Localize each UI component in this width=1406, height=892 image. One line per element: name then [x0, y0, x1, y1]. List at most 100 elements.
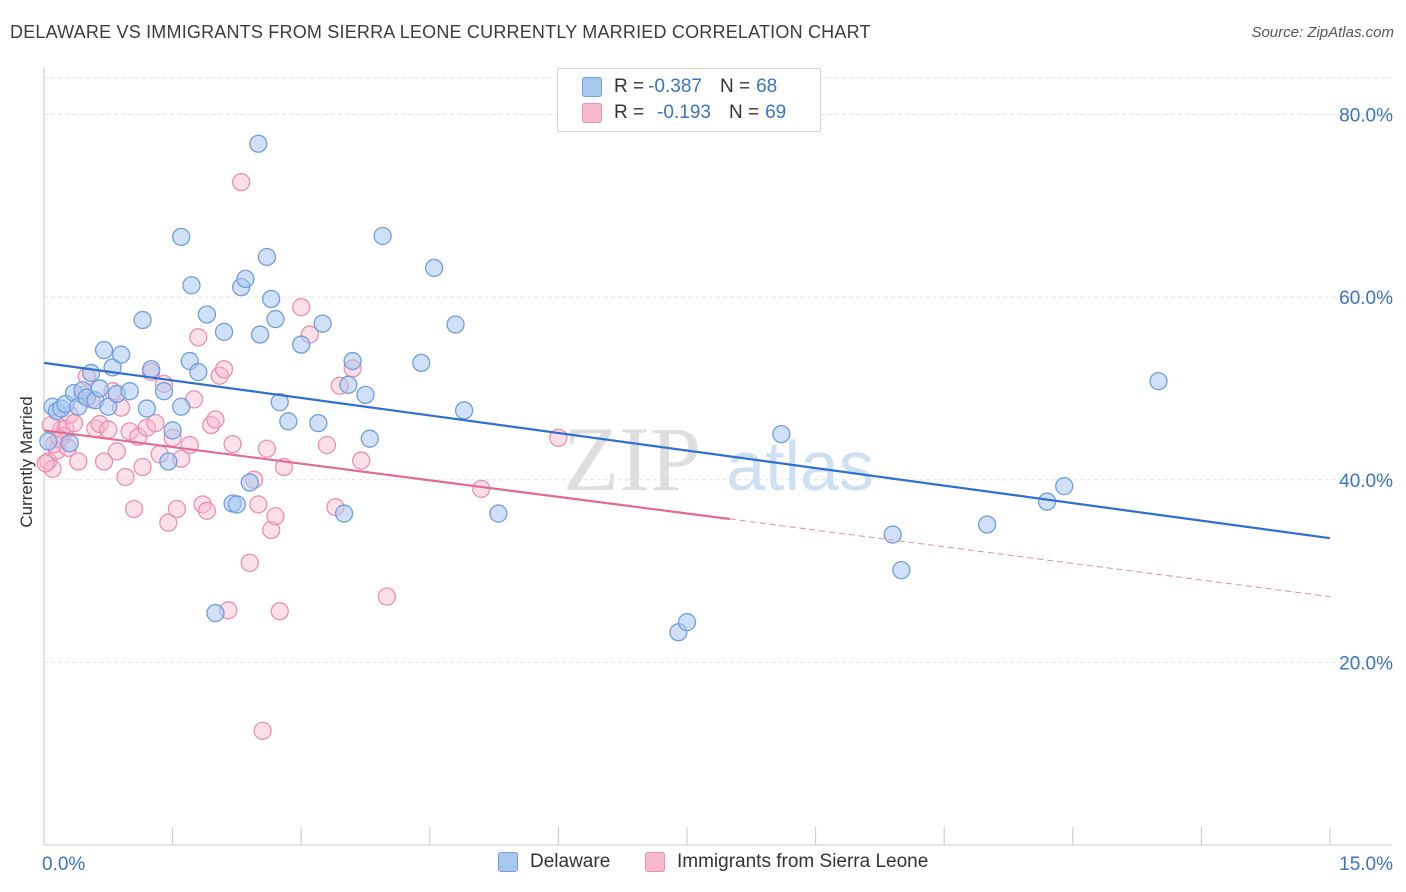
sierra-leone-point	[270, 602, 289, 621]
legend-row-delaware: R = -0.387 N = 68	[582, 74, 777, 100]
sierra-leone-point	[266, 507, 285, 526]
delaware-point	[677, 613, 697, 632]
delaware-point	[489, 504, 508, 523]
sierra-leone-point	[262, 520, 281, 540]
chart-title: DELAWARE VS IMMIGRANTS FROM SIERRA LEONE…	[10, 22, 871, 42]
r-label: R =	[614, 102, 645, 123]
n-value: 69	[765, 102, 787, 123]
delaware-point	[236, 269, 255, 289]
delaware-swatch	[582, 77, 602, 97]
legend-label-delaware: Delaware	[530, 851, 611, 872]
sierra-leone-point	[94, 452, 114, 471]
delaware-point	[454, 401, 474, 420]
delaware-point	[94, 340, 114, 360]
delaware-point	[883, 525, 902, 544]
delaware-point	[279, 412, 298, 431]
sierra-leone-point	[240, 553, 259, 573]
delaware-point	[60, 434, 79, 453]
x-tick-label: 15.0%	[1339, 854, 1393, 875]
legend-row-sierra: R = -0.193 N = 69	[582, 100, 786, 126]
delaware-point	[772, 424, 791, 444]
sierra-leone-point	[206, 410, 225, 429]
delaware-point	[214, 322, 234, 341]
axis-labels: 20.0% 40.0% 60.0% 80.0% 0.0% 15.0%	[42, 106, 1393, 875]
sierra-leone-point	[292, 298, 311, 317]
delaware-point	[1149, 371, 1168, 391]
delaware-point	[250, 325, 270, 344]
sierra-leone-point	[36, 454, 55, 473]
delaware-points	[39, 134, 1168, 642]
delaware-point	[206, 603, 225, 623]
delaware-point	[189, 362, 208, 382]
delaware-point	[334, 504, 354, 523]
sierra-leone-trend-extension	[729, 518, 1331, 598]
sierra-leone-point	[116, 467, 135, 487]
delaware-point	[159, 452, 178, 471]
sierra-swatch	[645, 852, 665, 872]
delaware-point	[257, 247, 277, 267]
delaware-point	[197, 305, 217, 324]
sierra-leone-points	[36, 172, 568, 741]
delaware-point	[137, 399, 157, 418]
delaware-point	[313, 314, 332, 333]
delaware-point	[227, 495, 247, 514]
n-label: N =	[719, 76, 751, 97]
sierra-leone-point	[253, 721, 272, 741]
sierra-leone-point	[317, 435, 337, 455]
delaware-point	[172, 227, 191, 247]
delaware-point	[309, 413, 328, 433]
delaware-point	[356, 385, 375, 404]
sierra-leone-point	[107, 442, 127, 461]
y-tick-label: 20.0%	[1339, 653, 1393, 674]
sierra-leone-point	[257, 439, 277, 458]
delaware-point	[154, 382, 174, 401]
sierra-leone-trend-line	[43, 429, 731, 521]
sierra-leone-point	[99, 420, 118, 439]
y-tick-label: 40.0%	[1339, 471, 1393, 492]
sierra-leone-point	[214, 360, 234, 379]
delaware-point	[39, 432, 58, 451]
delaware-point	[142, 360, 161, 379]
sierra-leone-point	[197, 501, 217, 520]
sierra-leone-point	[167, 499, 187, 519]
sierra-leone-point	[69, 452, 88, 471]
y-tick-label: 60.0%	[1339, 288, 1393, 309]
delaware-point	[133, 310, 152, 330]
delaware-point	[1037, 492, 1057, 511]
sierra-leone-point	[249, 495, 268, 514]
grid-layer	[44, 77, 1392, 663]
legend-item-delaware[interactable]: Delaware	[498, 851, 610, 873]
delaware-trend-line	[43, 361, 1331, 540]
delaware-point	[163, 421, 182, 440]
sierra-leone-point	[232, 172, 251, 192]
legend-item-sierra[interactable]: Immigrants from Sierra Leone	[645, 851, 928, 873]
delaware-point	[99, 397, 118, 416]
delaware-point	[292, 335, 311, 354]
y-axis-title: Currently Married	[17, 396, 36, 527]
x-tick-label: 0.0%	[42, 854, 85, 875]
delaware-point	[266, 309, 285, 329]
delaware-point	[182, 276, 201, 295]
sierra-leone-point	[124, 499, 144, 519]
delaware-point	[120, 382, 139, 401]
n-label: N =	[728, 102, 760, 123]
delaware-point	[446, 315, 465, 334]
delaware-point	[892, 561, 911, 580]
sierra-leone-point	[352, 451, 371, 470]
delaware-point	[262, 289, 281, 309]
sierra-swatch	[582, 103, 602, 123]
sierra-leone-point	[159, 513, 178, 532]
delaware-point	[339, 375, 358, 394]
axes-layer	[43, 68, 1392, 846]
delaware-point	[112, 345, 131, 364]
r-value: -0.193	[657, 102, 711, 123]
r-value: -0.387	[648, 76, 702, 97]
sierra-leone-point	[133, 457, 152, 477]
delaware-point	[172, 397, 191, 416]
delaware-point	[977, 515, 997, 534]
watermark-zip: ZIP	[563, 408, 701, 510]
delaware-point	[424, 258, 444, 278]
delaware-point	[343, 351, 362, 371]
sierra-leone-point	[137, 418, 157, 437]
n-value: 68	[756, 76, 778, 97]
